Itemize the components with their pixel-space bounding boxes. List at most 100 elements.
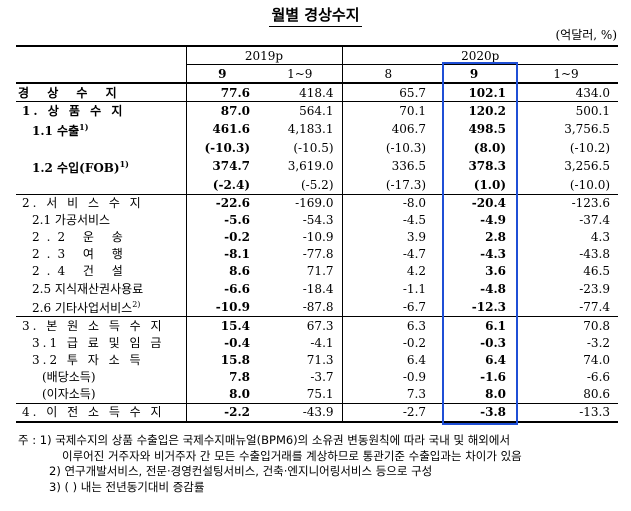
cell-value: -43.9 xyxy=(258,402,343,423)
cell-value: -3.2 xyxy=(586,335,611,350)
cell-value: -23.9 xyxy=(579,281,611,296)
table-row: (이자소득) 8.0 75.1 7.3 8.0 80.6 xyxy=(16,385,618,404)
row-label: 1.2 수입(FOB)1) xyxy=(32,159,129,176)
header-blank-2 xyxy=(16,64,186,84)
cell-value: 564.1 xyxy=(258,101,343,120)
cell-value: -4.3 xyxy=(480,247,507,262)
cell-value: -2.2 xyxy=(185,402,258,423)
current-account-table: 2019p 2020p 9 1~9 8 9 1~9 경 상 수 지 77.6 418… xyxy=(16,45,619,423)
cell-value: -5.6 xyxy=(185,211,258,229)
table-row: 2.4 건 설 8.6 71.7 4.2 3.6 46.5 xyxy=(16,262,618,281)
cell-value: (1.0) xyxy=(473,178,507,193)
header-col-2019-9: 9 xyxy=(185,64,258,84)
cell-value: 15.4 xyxy=(185,316,258,335)
cell-value: 8.6 xyxy=(185,262,258,281)
cell-value: -87.8 xyxy=(302,299,334,314)
table-row: (배당소득) 7.8 -3.7 -0.9 -1.6 -6.6 xyxy=(16,368,618,386)
cell-value: -10.9 xyxy=(302,230,334,245)
table-row: 4. 이 전 소 득 수 지 -2.2 -43.9 -2.7 -3.8 -13.3 xyxy=(16,402,619,423)
header-col-2020-9: 9 xyxy=(434,64,515,84)
cell-value: -0.4 xyxy=(185,334,258,352)
cell-value: (-10.0) xyxy=(569,178,611,193)
cell-value: -77.8 xyxy=(302,247,334,262)
table-row: 3.2 투 자 소 득 15.8 71.3 6.4 6.4 74.0 xyxy=(16,351,618,369)
cell-value: -8.1 xyxy=(185,245,258,263)
cell-value: -43.8 xyxy=(579,247,611,262)
cell-value: -0.9 xyxy=(341,368,435,386)
cell-value: 6.4 xyxy=(485,352,507,367)
cell-value: -6.6 xyxy=(185,280,258,298)
table-row: 1.1 수출1) 461.6 4,183.1 406.7 498.5 3,756.5 xyxy=(16,119,618,140)
table-row: (-2.4) (-5.2) (-17.3) (1.0) (-10.0) xyxy=(16,176,618,195)
cell-value: 8.0 xyxy=(185,385,258,404)
row-label: 1. 상 품 수 지 xyxy=(16,101,186,120)
cell-value: 3,256.5 xyxy=(564,159,611,174)
table-row: 1.2 수입(FOB)1) 374.7 3,619.0 336.5 378.3 3,256… xyxy=(16,156,618,177)
footnote-1: 주 : 1) 국제수지의 상품 수출입은 국제수지매뉴얼(BPM6)의 소유권 … xyxy=(18,433,511,447)
cell-value: 74.0 xyxy=(583,352,611,367)
row-label: 3. 본 원 소 득 수 지 xyxy=(16,316,186,335)
row-label: 경 상 수 지 xyxy=(16,82,186,102)
unit-label: (억달러, %) xyxy=(555,28,617,42)
cell-value: 3.6 xyxy=(485,264,507,279)
cell-value: -10.9 xyxy=(185,297,258,317)
cell-value: 336.5 xyxy=(341,156,435,177)
cell-value: 6.4 xyxy=(341,351,435,369)
table-row: 3. 본 원 소 득 수 지 15.4 67.3 6.3 6.1 70.8 xyxy=(16,316,619,335)
cell-value: -12.3 xyxy=(471,299,507,314)
cell-value: -8.0 xyxy=(341,193,435,212)
cell-value: -3.8 xyxy=(434,402,515,423)
cell-value: -20.4 xyxy=(434,193,515,212)
footnote-1-cont: 이루어진 거주자와 비거주자 간 모든 수출입거래를 계상하므로 통관기준 수출… xyxy=(62,448,522,463)
cell-value: -6.7 xyxy=(341,297,435,317)
cell-value: 8.0 xyxy=(485,387,507,402)
row-label: 4. 이 전 소 득 수 지 xyxy=(16,402,186,423)
cell-value: 418.4 xyxy=(258,82,343,102)
cell-value: -18.4 xyxy=(302,281,334,296)
cell-value: -4.7 xyxy=(341,245,435,263)
cell-value: -169.0 xyxy=(258,193,343,212)
cell-value: (-10.3) xyxy=(341,139,435,157)
cell-value: -0.3 xyxy=(480,335,507,350)
cell-value: -4.8 xyxy=(480,281,507,296)
page-title: 월별 경상수지 xyxy=(0,4,631,27)
cell-value: 7.3 xyxy=(341,385,435,404)
cell-value: -0.2 xyxy=(185,228,258,246)
table-row: 2.5 지식재산권사용료 -6.6 -18.4 -1.1 -4.8 -23.9 xyxy=(16,280,618,298)
cell-value: 71.7 xyxy=(306,264,334,279)
cell-value: (-10.3) xyxy=(185,139,258,157)
cell-value: 3,619.0 xyxy=(287,159,334,174)
cell-value: 2.8 xyxy=(485,230,507,245)
row-label xyxy=(16,139,186,156)
table-row: 2.3 여 행 -8.1 -77.8 -4.7 -4.3 -43.8 xyxy=(16,245,618,263)
cell-value: 67.3 xyxy=(258,316,343,335)
cell-value: (-2.4) xyxy=(185,176,258,195)
cell-value: 71.3 xyxy=(306,352,334,367)
table-row: 경 상 수 지 77.6 418.4 65.7 102.1 434.0 xyxy=(16,82,619,102)
cell-value: (8.0) xyxy=(473,140,507,155)
row-label: 2.4 건 설 xyxy=(32,264,130,279)
row-label: 2.5 지식재산권사용료 xyxy=(32,281,144,296)
row-label: 3.2 투 자 소 득 xyxy=(32,352,144,367)
cell-value: 6.1 xyxy=(434,316,515,335)
cell-value: (-10.5) xyxy=(293,140,334,155)
header-col-2019-1-9: 1~9 xyxy=(258,64,343,84)
cell-value: 80.6 xyxy=(583,387,611,402)
cell-value: 4,183.1 xyxy=(287,122,334,137)
cell-value: 434.0 xyxy=(514,82,619,102)
row-label: 2. 서 비 스 수 지 xyxy=(16,193,186,212)
cell-value: -4.9 xyxy=(480,213,507,228)
footnotes: 주 : 1) 국제수지의 상품 수출입은 국제수지매뉴얼(BPM6)의 소유권 … xyxy=(16,433,626,495)
cell-value: 498.5 xyxy=(468,122,507,137)
cell-value: 70.8 xyxy=(514,316,619,335)
row-label: 2.3 여 행 xyxy=(32,247,130,262)
cell-value: -37.4 xyxy=(579,213,611,228)
cell-value: -22.6 xyxy=(185,193,258,212)
header-2020: 2020p xyxy=(341,45,619,66)
cell-value: 77.6 xyxy=(185,82,258,102)
row-label: (이자소득) xyxy=(42,387,96,402)
table-row: 2. 서 비 스 수 지 -22.6 -169.0 -8.0 -20.4 -123.6 xyxy=(16,193,619,212)
row-label: 3.1 급 료 및 임 금 xyxy=(32,335,165,350)
cell-value: (-17.3) xyxy=(341,176,435,195)
cell-value: 406.7 xyxy=(341,119,435,140)
